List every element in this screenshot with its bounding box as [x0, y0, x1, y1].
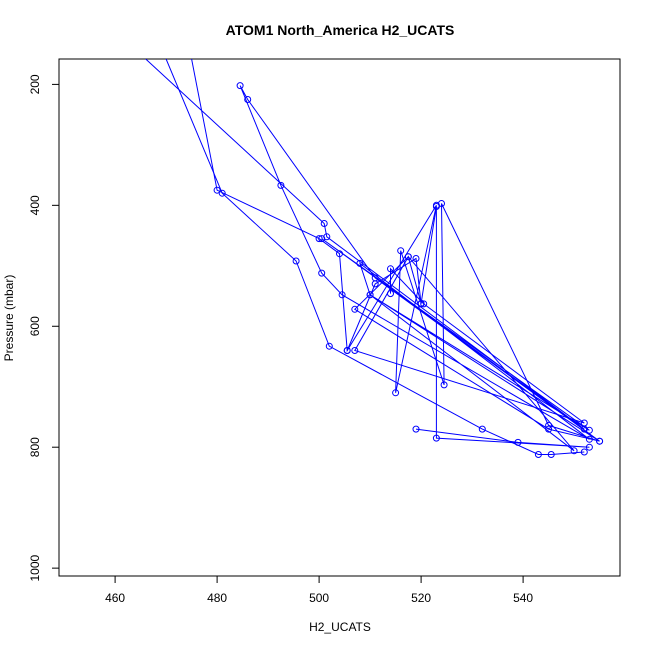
series-line: [145, 59, 600, 452]
data-point: [338, 291, 346, 299]
data-point: [404, 253, 412, 261]
x-tick-label: 460: [105, 591, 125, 605]
data-point: [545, 425, 553, 433]
data-point: [412, 425, 420, 433]
data-point: [397, 247, 405, 255]
data-point: [351, 347, 359, 354]
y-tick-label: 1000: [28, 554, 42, 581]
data-point: [371, 280, 379, 288]
data-point: [387, 290, 394, 298]
x-tick-label: 480: [207, 591, 227, 605]
data-point: [343, 347, 351, 354]
series-line: [346, 257, 422, 351]
x-tick-label: 500: [309, 591, 329, 605]
data-point: [585, 443, 593, 451]
data-point: [547, 451, 555, 458]
data-point: [392, 389, 400, 397]
data-point: [218, 189, 226, 197]
x-axis-label: H2_UCATS: [309, 620, 371, 634]
data-point: [387, 265, 394, 273]
data-point: [244, 96, 252, 103]
data-point: [277, 181, 285, 189]
data-point: [366, 291, 374, 299]
y-tick-label: 400: [28, 195, 42, 215]
data-point: [417, 300, 425, 308]
data-point: [318, 269, 326, 277]
data-point: [585, 435, 593, 443]
data-point: [478, 425, 486, 433]
x-tick-label: 540: [513, 591, 533, 605]
series-line: [165, 59, 585, 455]
x-axis: 460 480 500 520 540: [105, 575, 533, 605]
data-point: [292, 257, 300, 265]
data-point: [412, 255, 420, 262]
data-point: [596, 437, 604, 445]
data-point: [432, 203, 440, 210]
data-point: [440, 381, 448, 389]
data-point: [336, 250, 343, 258]
y-tick-label: 800: [28, 437, 42, 457]
data-point: [514, 438, 522, 446]
y-tick-label: 200: [28, 74, 42, 94]
data-point: [545, 421, 553, 429]
data-point: [534, 451, 542, 458]
data-point: [213, 186, 221, 194]
x-tick-label: 520: [411, 591, 431, 605]
data-point: [320, 220, 328, 227]
data-point: [356, 259, 364, 267]
data-point: [432, 434, 440, 442]
y-axis-label: Pressure (mbar): [2, 275, 16, 362]
data-point: [351, 305, 359, 313]
data-point: [236, 82, 244, 90]
data-point: [318, 235, 326, 243]
series-line: [354, 206, 590, 448]
plot-area: [145, 59, 604, 458]
data-point: [325, 342, 333, 350]
data-point: [315, 235, 323, 243]
data-point: [580, 448, 588, 456]
data-point: [580, 419, 588, 427]
y-tick-label: 600: [28, 316, 42, 336]
y-axis: 200 400 600 800 1000: [28, 74, 60, 581]
data-point: [570, 447, 578, 455]
data-point: [585, 426, 593, 434]
chart-title: ATOM1 North_America H2_UCATS: [226, 22, 455, 38]
